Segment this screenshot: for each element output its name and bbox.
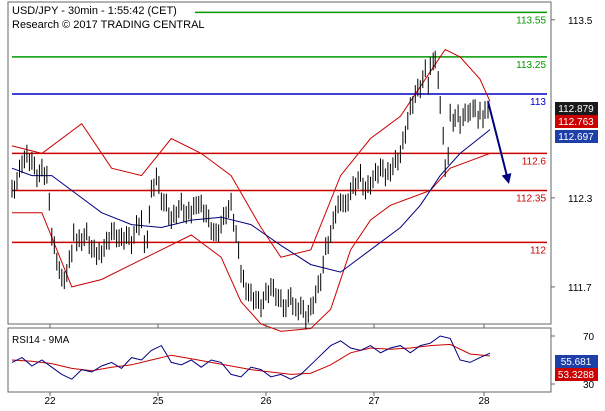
x-tick-label: 26 — [260, 396, 272, 407]
price-tag — [555, 115, 598, 128]
x-tick-label: 22 — [44, 396, 56, 407]
price-panel-frame — [7, 1, 552, 325]
rsi-tick-label: 70 — [583, 332, 595, 343]
price-tag-label: 112.763 — [558, 117, 594, 128]
forecast-arrow — [487, 101, 512, 184]
rsi-tick-label: 30 — [583, 380, 595, 391]
y-tick-label: 111.7 — [568, 283, 592, 294]
level-label: 113 — [530, 97, 546, 108]
chart-source: Research © 2017 TRADING CENTRAL — [12, 19, 205, 31]
level-label: 113.55 — [516, 15, 546, 26]
bollinger-bands — [11, 48, 491, 332]
level-label: 112 — [530, 245, 546, 256]
rsi-tag-label: 53.3288 — [558, 370, 595, 381]
level-label: 113.25 — [516, 60, 546, 71]
price-tag-label: 112.697 — [558, 132, 594, 143]
price-axis: 113.5 112.3 111.7 70 30 — [551, 16, 595, 391]
level-label: 112.35 — [516, 193, 546, 204]
rsi-tag — [555, 355, 598, 368]
rsi-tag-label: 55.681 — [561, 357, 592, 368]
price-tags: 112.879 112.763 112.697 55.681 53.3288 — [555, 102, 598, 381]
price-tag — [555, 102, 598, 115]
moving-average-line — [11, 129, 491, 273]
rsi-panel-frame — [7, 327, 552, 393]
bollinger-upper-line — [11, 48, 491, 258]
x-tick-label: 25 — [152, 396, 164, 407]
y-tick-label: 112.3 — [568, 194, 593, 205]
price-tag-label: 112.879 — [558, 104, 594, 115]
price-bars — [11, 50, 489, 329]
rsi-tag — [555, 368, 598, 381]
rsi-ma-line — [11, 343, 491, 375]
rsi-lines — [11, 335, 491, 380]
rsi-line — [11, 335, 491, 380]
bollinger-lower-line — [12, 152, 491, 332]
rsi-panel-title: RSI14 - 9MA — [12, 335, 70, 346]
x-tick-label: 27 — [368, 396, 380, 407]
time-axis: 22 25 26 27 28 — [44, 324, 490, 407]
chart-title: USD/JPY - 30min - 1:55:42 (CET) — [12, 5, 177, 17]
moving-average — [11, 129, 491, 273]
forecast-arrow-line — [487, 101, 512, 184]
y-tick-label: 113.5 — [568, 16, 593, 27]
price-tag — [555, 130, 598, 143]
x-tick-label: 28 — [478, 396, 490, 407]
level-label: 112.6 — [522, 156, 547, 167]
